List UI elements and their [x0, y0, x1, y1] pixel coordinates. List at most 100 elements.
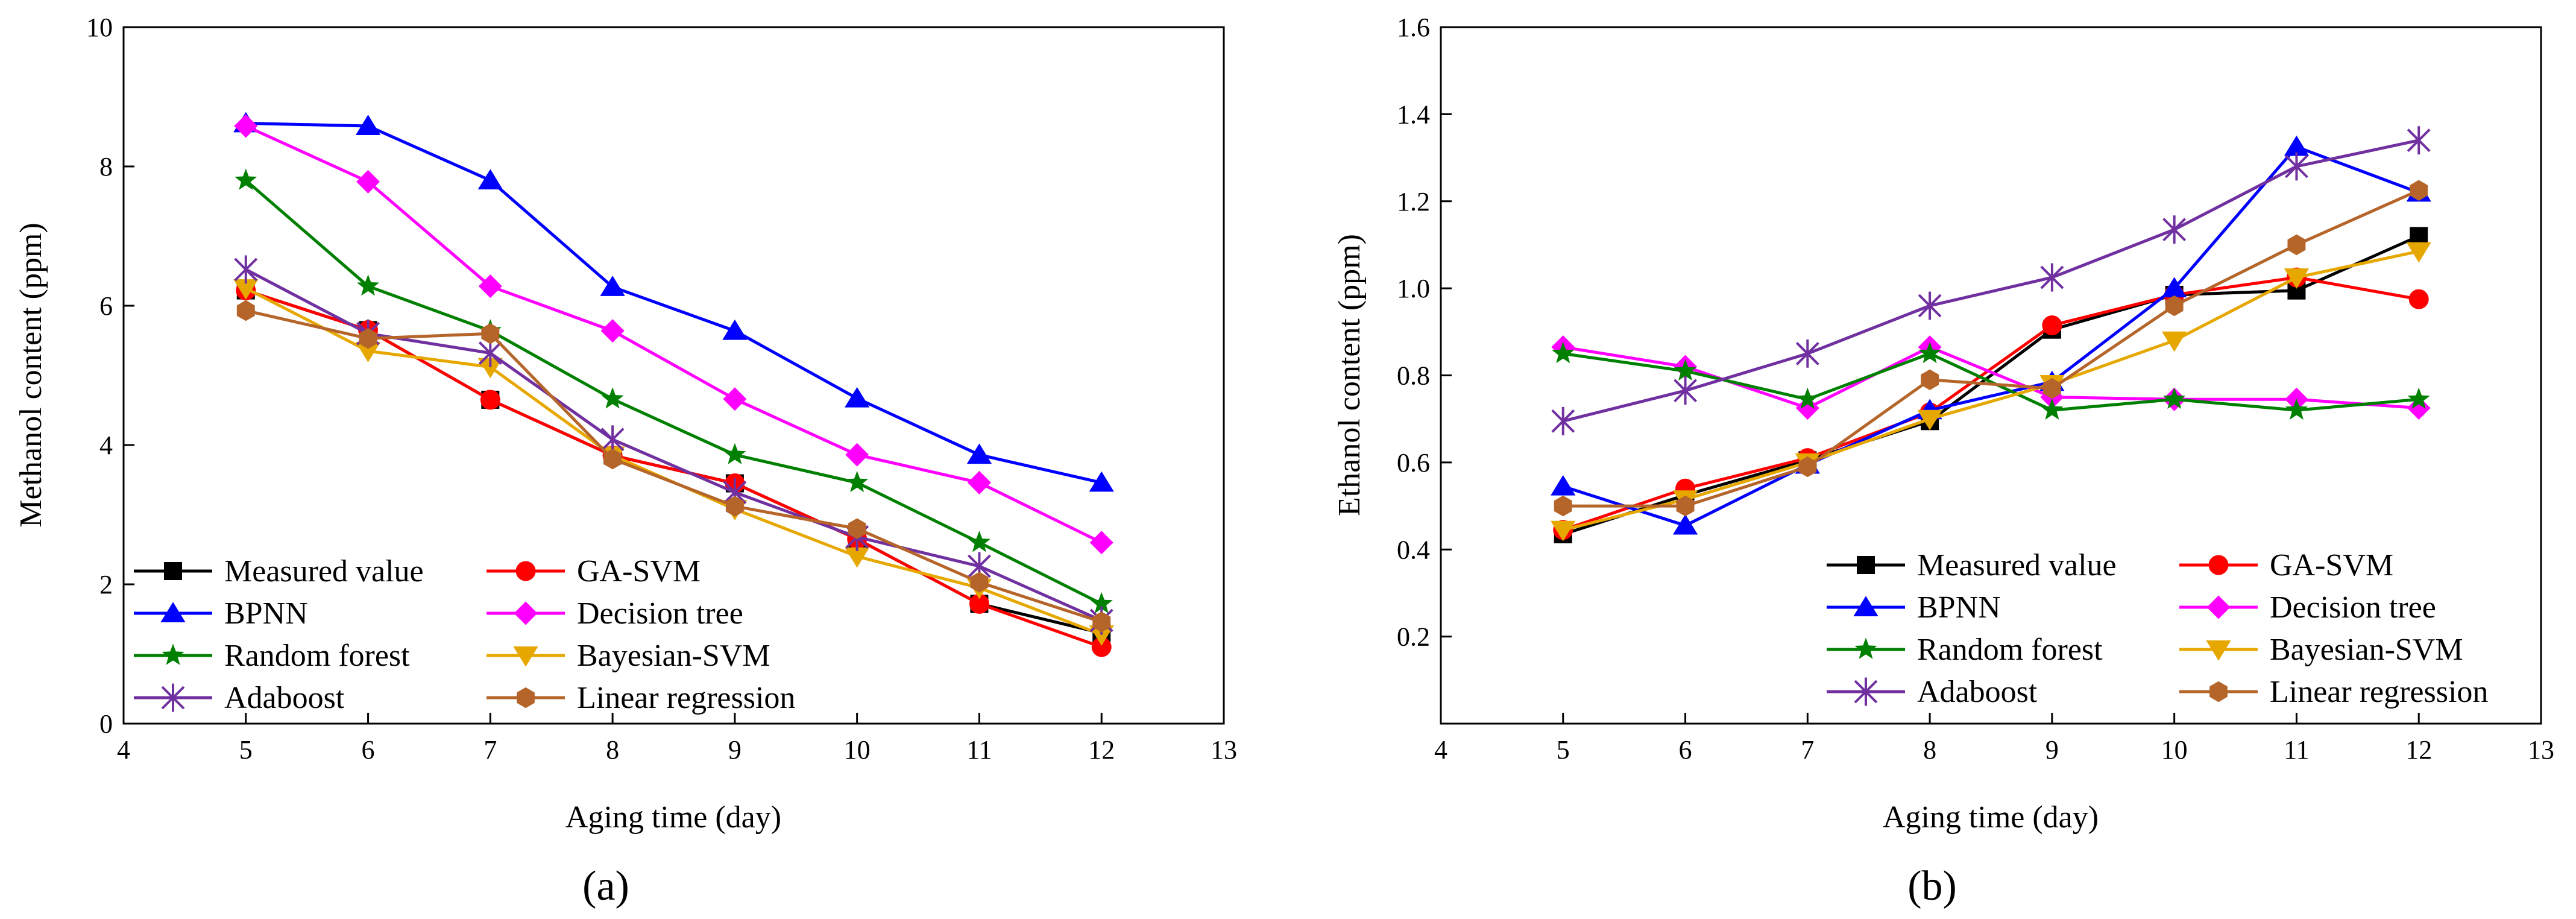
a-point-random-forest-5: [235, 168, 257, 190]
a-legend-marker-measured-value: [164, 562, 182, 580]
a-y-tick-label-4: 8: [99, 152, 113, 182]
panel-b-legend: Measured value GA-SVM BPNN Decision tree Ran…: [1827, 548, 2488, 709]
b-point-linear-regression-12: [2410, 180, 2428, 201]
a-legend-label-measured-value: Measured value: [224, 554, 424, 589]
b-legend-marker-ga-svm: [2208, 555, 2229, 575]
b-point-adaboost-12: [2407, 126, 2431, 155]
b-point-bpnn-6: [1672, 514, 1698, 535]
b-y-tick-label-5: 1.2: [1397, 187, 1430, 216]
b-point-linear-regression-8: [1921, 369, 1939, 390]
a-legend-item-adaboost: Adaboost: [134, 681, 345, 715]
a-y-tick-label-5: 10: [86, 13, 113, 42]
a-legend-marker-random-forest: [162, 643, 184, 665]
b-legend-marker-bayesian-svm: [2206, 640, 2231, 661]
b-point-adaboost-9: [2040, 263, 2064, 292]
a-point-bayesian-svm-7: [477, 358, 503, 379]
a-x-tick-label-10: 10: [844, 735, 871, 765]
a-legend-label-adaboost: Adaboost: [224, 681, 345, 715]
a-legend-marker-bayesian-svm: [513, 646, 538, 667]
b-x-tick-label-12: 12: [2405, 735, 2432, 765]
b-legend-item-random-forest: Random forest: [1827, 633, 2103, 667]
b-legend-marker-bpnn: [1853, 596, 1878, 616]
b-legend-marker-random-forest: [1854, 637, 1877, 659]
b-point-bpnn-10: [2162, 277, 2187, 298]
a-point-bpnn-6: [355, 115, 381, 136]
b-point-linear-regression-11: [2287, 234, 2306, 256]
b-point-bayesian-svm-5: [1551, 520, 1576, 542]
a-x-tick-label-7: 7: [483, 735, 497, 765]
a-x-tick-label-9: 9: [728, 735, 742, 765]
a-legend-item-measured-value: Measured value: [134, 554, 424, 589]
a-y-tick-label-2: 4: [99, 431, 113, 460]
b-point-adaboost-8: [1918, 291, 1942, 320]
b-line-random-forest: [1563, 352, 2419, 412]
a-point-ga-svm-12: [1091, 637, 1112, 657]
a-point-linear-regression-11: [970, 572, 989, 593]
b-y-tick-label-6: 1.4: [1397, 99, 1430, 129]
b-legend-marker-adaboost: [1854, 677, 1878, 706]
a-point-linear-regression-10: [848, 518, 866, 539]
a-series-linear-regression: [236, 300, 1111, 633]
b-line-bayesian-svm: [1563, 250, 2419, 532]
b-legend-label-linear-regression: Linear regression: [2270, 675, 2488, 709]
panel-a-label: (a): [582, 863, 629, 909]
b-line-ga-svm: [1562, 276, 2419, 532]
panel-a-y-ticks: 0 2 4 6 8 10: [86, 13, 134, 739]
a-x-tick-label-12: 12: [1088, 735, 1115, 765]
b-line-measured-value: [1563, 235, 2420, 536]
b-point-adaboost-5: [1551, 406, 1575, 435]
a-legend-label-ga-svm: GA-SVM: [577, 554, 701, 589]
a-point-bpnn-7: [477, 169, 503, 190]
panel-b-series: [1551, 126, 2431, 543]
panel-b-y-ticks: 0.2 0.4 0.6 0.8 1.0 1.2 1.4 1.6: [1397, 13, 1452, 652]
a-legend-marker-decision-tree: [514, 601, 538, 625]
a-legend-marker-ga-svm: [515, 561, 536, 581]
b-y-tick-label-0: 0.2: [1397, 622, 1430, 652]
b-legend-item-decision-tree: Decision tree: [2179, 590, 2436, 625]
b-point-adaboost-10: [2162, 215, 2187, 244]
b-legend-item-linear-regression: Linear regression: [2179, 675, 2488, 709]
panel-b-ethanol-chart: 4 5 6 7 8 9 10 11 12 13 0.20.40.60.81.01.21.41.6 …: [1332, 13, 2554, 909]
a-point-bpnn-8: [600, 276, 625, 296]
b-y-tick-label-2: 0.6: [1397, 448, 1430, 478]
a-x-tick-label-6: 6: [362, 735, 375, 765]
a-line-bpnn: [245, 121, 1102, 484]
b-series-random-forest: [1552, 341, 2430, 420]
a-point-linear-regression-6: [359, 328, 377, 349]
b-series-adaboost: [1551, 126, 2431, 435]
b-point-linear-regression-9: [2042, 377, 2061, 399]
b-legend-marker-linear-regression: [2209, 681, 2228, 703]
b-x-tick-label-4: 4: [1434, 735, 1447, 765]
b-line-adaboost: [1563, 139, 2419, 423]
b-point-adaboost-11: [2285, 152, 2308, 181]
b-point-bpnn-11: [2284, 135, 2310, 156]
b-x-tick-label-7: 7: [1801, 735, 1814, 765]
b-legend-label-adaboost: Adaboost: [1917, 675, 2038, 709]
b-legend-marker-measured-value: [1857, 556, 1875, 574]
b-y-tick-label-4: 1.0: [1397, 274, 1430, 303]
b-point-random-forest-10: [2163, 387, 2186, 409]
b-line-linear-regression: [1563, 189, 2420, 508]
a-legend-label-random-forest: Random forest: [224, 639, 410, 673]
b-legend-item-ga-svm: GA-SVM: [2179, 548, 2393, 583]
a-point-random-forest-12: [1090, 592, 1113, 614]
b-point-adaboost-7: [1795, 339, 1819, 368]
panel-b-x-axis-label: Aging time (day): [1883, 800, 2099, 835]
a-point-random-forest-11: [968, 531, 990, 552]
panel-a-legend: Measured value GA-SVM BPNN Decision tree Ran…: [134, 554, 795, 715]
a-line-linear-regression: [245, 309, 1102, 624]
a-point-decision-tree-11: [967, 470, 991, 494]
b-point-bayesian-svm-10: [2162, 331, 2187, 352]
a-point-ga-svm-7: [480, 390, 500, 410]
b-point-ga-svm-9: [2042, 315, 2062, 335]
a-y-tick-label-3: 6: [99, 291, 113, 321]
b-legend-item-adaboost: Adaboost: [1827, 675, 2038, 709]
a-series-random-forest: [235, 168, 1113, 614]
b-legend-label-decision-tree: Decision tree: [2270, 590, 2436, 625]
b-y-tick-label-7: 1.6: [1397, 13, 1430, 42]
panel-b-y-axis-label: Ethanol content (ppm): [1332, 234, 1367, 516]
b-line-decision-tree: [1563, 346, 2419, 410]
b-point-linear-regression-10: [2165, 295, 2184, 317]
a-legend-label-linear-regression: Linear regression: [577, 681, 795, 715]
